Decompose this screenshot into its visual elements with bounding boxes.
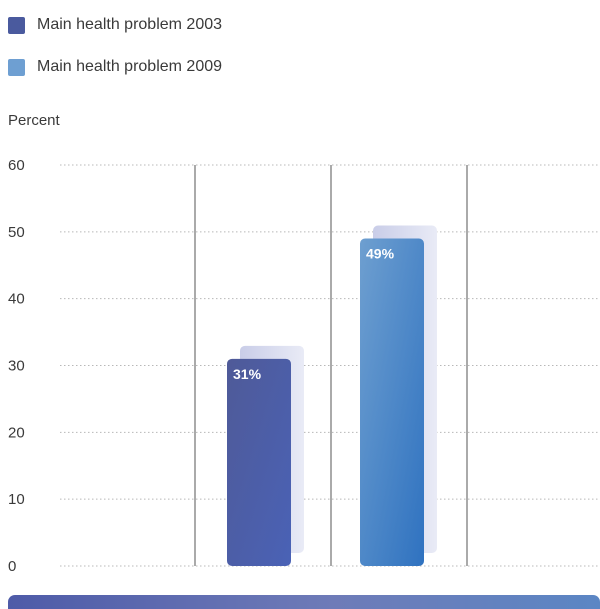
legend-swatch-2009 — [8, 58, 25, 76]
chart-legend: Main health problem 2003 Main health pro… — [8, 14, 222, 98]
bar-2009 — [360, 238, 424, 566]
y-axis-label: Percent — [8, 112, 60, 129]
y-tick-label-10: 10 — [8, 491, 25, 508]
y-tick-label-20: 20 — [8, 424, 25, 441]
y-tick-label-40: 40 — [8, 291, 25, 308]
bar-group-2009: 49% — [360, 225, 437, 566]
legend-item-2009: Main health problem 2009 — [8, 56, 222, 78]
legend-swatch-2003 — [8, 16, 25, 34]
y-tick-label-30: 30 — [8, 358, 25, 375]
legend-label-2003: Main health problem 2003 — [37, 16, 223, 33]
footer-bar — [8, 595, 600, 609]
bar-value-label-2009: 49% — [366, 246, 395, 262]
legend-item-2003: Main health problem 2003 — [8, 14, 222, 36]
y-tick-label-50: 50 — [8, 224, 25, 241]
bar-2003 — [227, 358, 291, 566]
bar-group-2003: 31% — [227, 345, 304, 566]
y-tick-label-0: 0 — [8, 558, 16, 575]
y-tick-label-60: 60 — [8, 157, 25, 174]
bar-value-label-2003: 31% — [233, 366, 262, 382]
legend-label-2009: Main health problem 2009 — [37, 58, 223, 75]
